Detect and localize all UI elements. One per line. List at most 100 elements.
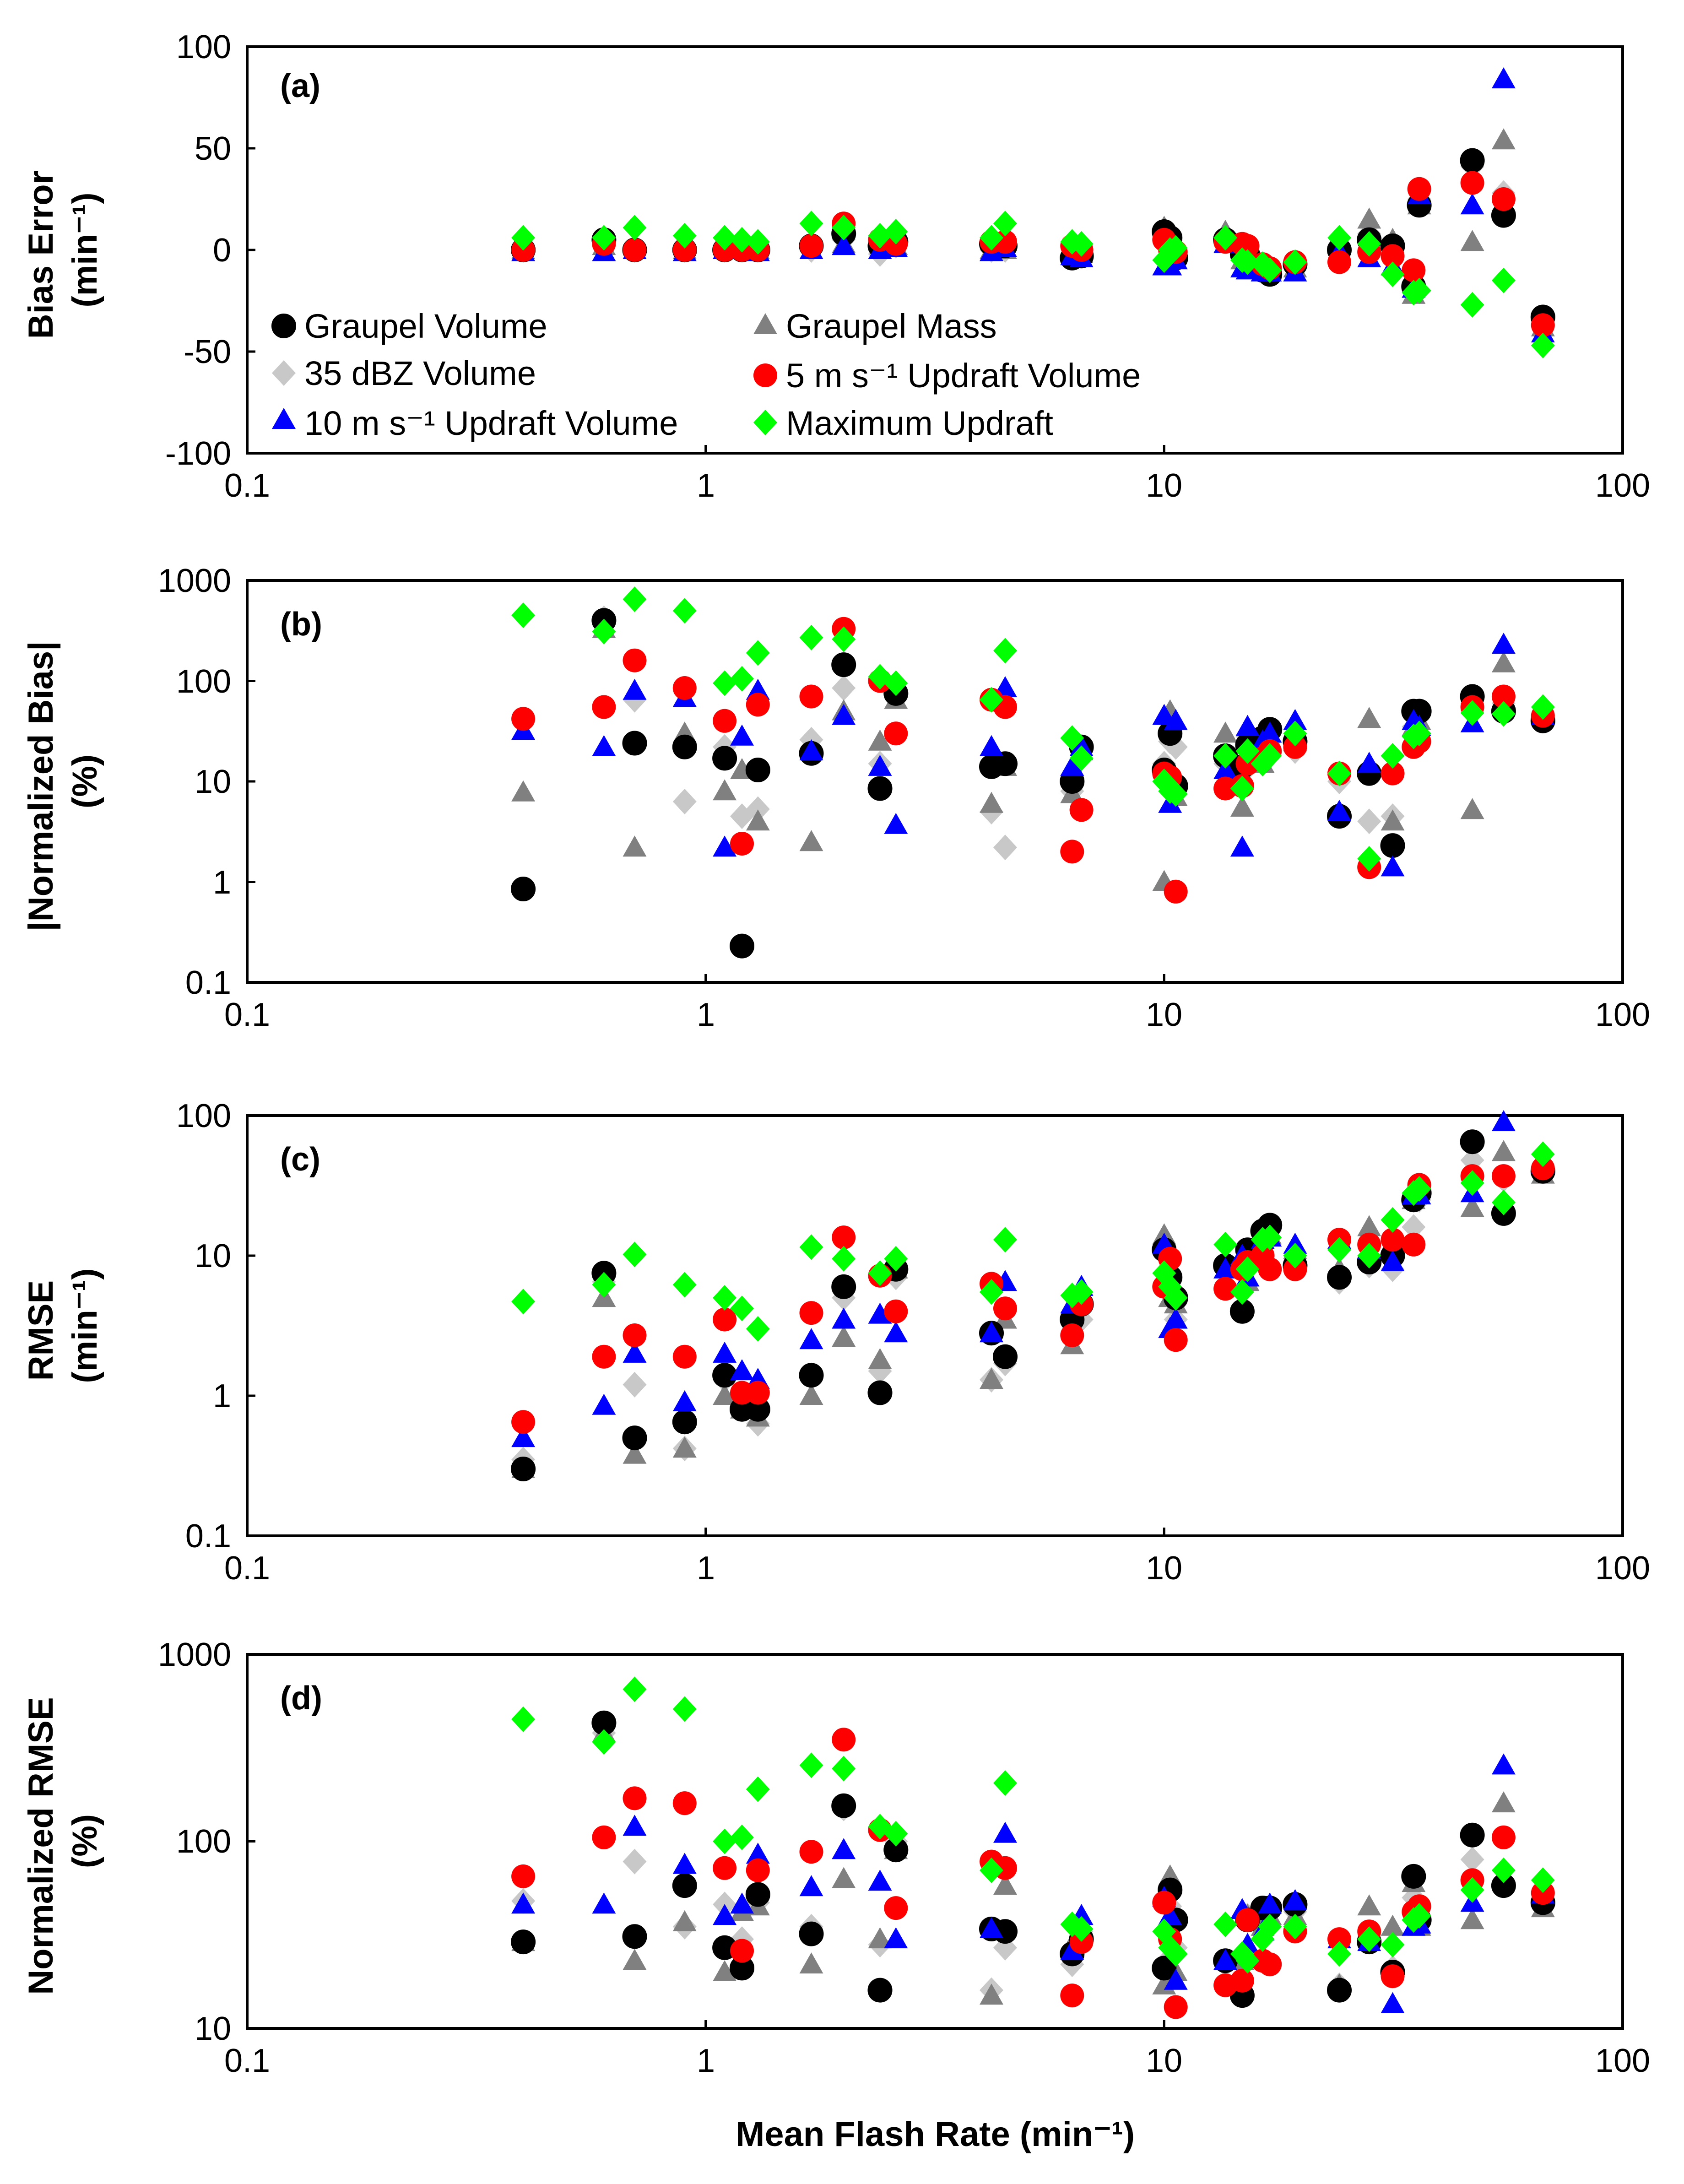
data-point <box>1491 128 1516 150</box>
y-tick-label: 10 <box>195 2011 231 2047</box>
data-point <box>799 1301 823 1325</box>
y-tick-label: 1 <box>213 1378 231 1414</box>
legend-marker-maximum-updraft <box>753 410 777 435</box>
data-point <box>1258 257 1282 283</box>
data-point <box>713 1828 737 1854</box>
series-graupel-volume-d <box>511 1710 1555 2008</box>
data-point <box>592 618 616 645</box>
data-point <box>1491 1825 1516 1849</box>
y-tick-label: 100 <box>176 663 231 700</box>
data-point <box>1327 800 1351 821</box>
data-point <box>730 933 754 959</box>
data-point <box>592 225 616 251</box>
data-point <box>1213 721 1238 743</box>
data-point <box>799 1752 823 1778</box>
data-point <box>1357 207 1381 229</box>
data-point <box>832 1728 856 1752</box>
legend-label-35dbz-volume: 35 dBZ Volume <box>304 354 536 392</box>
legend-label-maximum-updraft: Maximum Updraft <box>786 404 1053 442</box>
data-point <box>713 1856 737 1880</box>
data-point <box>746 693 770 717</box>
data-point <box>831 1274 856 1299</box>
data-point <box>1380 833 1405 858</box>
data-point <box>1164 1328 1188 1352</box>
x-tick-label: 0.1 <box>224 2043 270 2079</box>
data-point <box>1213 743 1238 769</box>
data-point <box>1258 721 1282 743</box>
data-point <box>746 1316 770 1342</box>
y-tick-label: 1000 <box>158 563 231 599</box>
data-point <box>1327 1237 1351 1263</box>
data-point <box>884 1927 908 1949</box>
data-point <box>884 670 908 696</box>
data-point <box>672 1436 697 1458</box>
panel-b: (b) |Normalized Bias| (%) 1000 100 10 1 … <box>22 563 1650 1033</box>
legend-label-5ms-updraft-volume: 5 m s⁻¹ Updraft Volume <box>786 357 1141 395</box>
data-point <box>672 238 697 262</box>
legend-marker-10ms-updraft-volume <box>272 408 296 429</box>
legend-item-graupel-volume: Graupel Volume <box>271 307 547 345</box>
y-axis-title-c-line2: (min⁻¹) <box>65 1268 104 1383</box>
data-point <box>868 1260 892 1286</box>
data-point <box>730 1359 754 1381</box>
data-point <box>1164 235 1188 261</box>
x-tick-label: 10 <box>1146 997 1182 1033</box>
data-point <box>1283 1913 1307 1940</box>
legend-marker-graupel-volume <box>271 314 296 338</box>
data-point <box>1069 1279 1094 1305</box>
data-point <box>623 1848 647 1875</box>
data-point <box>623 678 647 700</box>
legend-label-10ms-updraft-volume: 10 m s⁻¹ Updraft Volume <box>304 404 678 442</box>
y-tick-label: 100 <box>176 1823 231 1860</box>
data-point <box>1357 845 1381 872</box>
data-point <box>799 1363 824 1388</box>
data-point <box>511 1410 536 1434</box>
data-point <box>993 1874 1017 1895</box>
series-graupel-mass-a <box>511 128 1555 336</box>
legend-marker-graupel-mass <box>753 313 777 334</box>
data-point <box>592 735 616 756</box>
series-maximum-updraft-a <box>511 211 1555 358</box>
data-point <box>993 211 1017 237</box>
data-point <box>511 1706 536 1732</box>
data-point <box>730 1939 754 1963</box>
data-point <box>1327 1927 1351 1951</box>
legend-label-graupel-mass: Graupel Mass <box>786 307 997 345</box>
data-point <box>1491 701 1516 727</box>
data-point <box>746 1843 770 1864</box>
data-point <box>1230 1279 1254 1305</box>
data-point <box>672 1873 697 1898</box>
data-point <box>1460 1129 1485 1154</box>
data-point <box>511 1892 536 1914</box>
data-point <box>1230 796 1254 817</box>
x-axis-title: Mean Flash Rate (min⁻¹) <box>736 2115 1135 2154</box>
data-point <box>713 225 737 251</box>
data-point <box>592 1272 616 1298</box>
y-axis-title-b-line2: (%) <box>65 754 104 808</box>
x-tick-label: 0.1 <box>224 467 270 504</box>
data-point <box>746 796 770 822</box>
data-point <box>1230 775 1254 802</box>
x-tick-labels-a: 0.1 1 10 100 <box>224 467 1650 504</box>
x-tick-label: 10 <box>1146 1550 1182 1587</box>
data-point <box>1381 1207 1405 1233</box>
data-point <box>672 1696 697 1722</box>
data-point <box>1213 1231 1238 1257</box>
data-point <box>1381 1914 1405 1936</box>
data-point <box>623 1815 647 1836</box>
data-point <box>1460 230 1484 251</box>
data-point <box>1213 1911 1238 1937</box>
series-maximum-updraft-b <box>511 586 1555 872</box>
data-point <box>832 675 856 701</box>
data-point <box>1235 1908 1260 1932</box>
data-point <box>1491 633 1516 654</box>
data-point <box>1460 1908 1484 1929</box>
data-point <box>511 780 536 802</box>
data-point <box>799 739 823 760</box>
x-tick-label: 0.1 <box>224 1550 270 1587</box>
y-tick-label: 10 <box>195 764 231 800</box>
data-point <box>1213 1949 1238 1970</box>
data-point <box>799 1921 824 1946</box>
data-point <box>831 1793 856 1818</box>
data-point <box>713 1341 737 1363</box>
